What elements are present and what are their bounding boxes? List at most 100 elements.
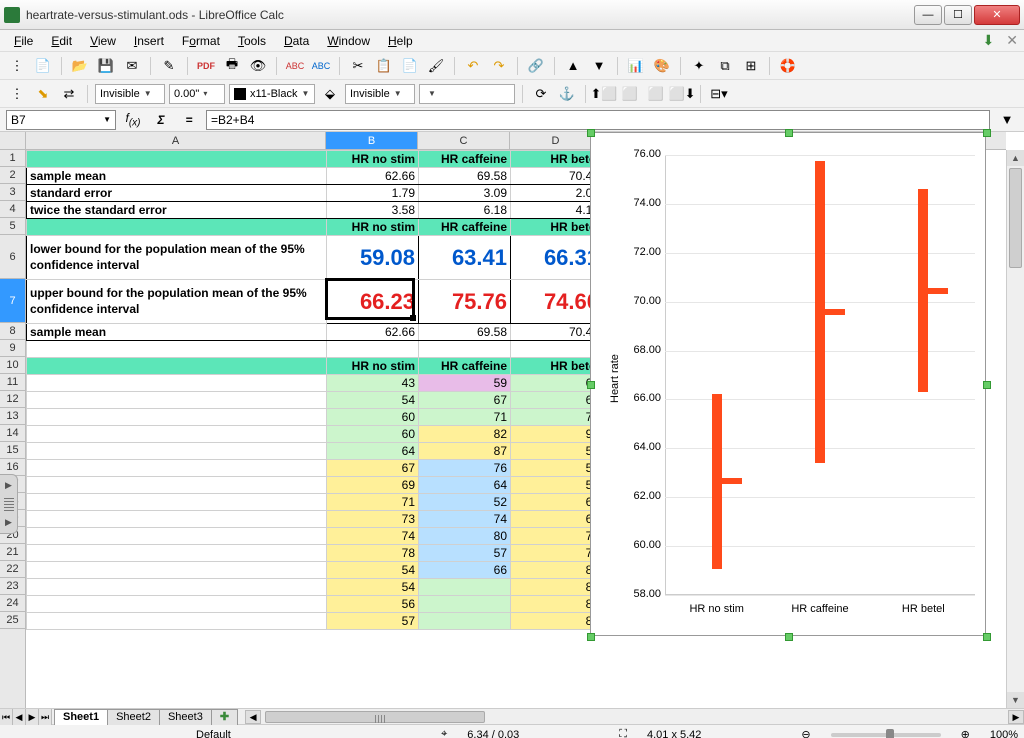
tab-first-button[interactable]: ⏮ [0, 709, 13, 725]
forward-button[interactable]: ⬜ [619, 83, 641, 105]
datasources-button[interactable]: ⊞ [740, 55, 762, 77]
chart-button[interactable]: 📊 [625, 55, 647, 77]
linestyle-combo[interactable]: Invisible▼ [95, 84, 165, 104]
row-header-7[interactable]: 7 [0, 279, 25, 323]
horizontal-scrollbar[interactable]: ◀ ▶ [245, 710, 1024, 724]
linewidth-combo[interactable]: 0.00"▾ [169, 84, 225, 104]
select-all-corner[interactable] [0, 132, 26, 150]
autospell-button[interactable]: ABC [310, 55, 332, 77]
formatpaint-button[interactable]: 🖌 [425, 55, 447, 77]
row-header-22[interactable]: 22 [0, 561, 25, 578]
row-header-15[interactable]: 15 [0, 442, 25, 459]
help-button[interactable]: 🛟 [777, 55, 799, 77]
print-button[interactable]: 🖶 [221, 55, 243, 77]
scroll-down-icon[interactable]: ▼ [1007, 692, 1024, 708]
formula-input[interactable]: =B2+B4 [206, 110, 990, 130]
close-doc-icon[interactable]: ✕ [1006, 32, 1018, 49]
scroll-right-icon[interactable]: ▶ [1008, 710, 1024, 724]
row-header-9[interactable]: 9 [0, 340, 25, 357]
anchor-button[interactable]: ⚓ [556, 83, 578, 105]
maximize-button[interactable]: ☐ [944, 5, 972, 25]
anchor-pt-button[interactable]: ⬊ [32, 83, 54, 105]
row-header-2[interactable]: 2 [0, 167, 25, 184]
menu-tools[interactable]: Tools [230, 32, 274, 50]
row-header-23[interactable]: 23 [0, 578, 25, 595]
sort-desc-button[interactable]: ▼ [588, 55, 610, 77]
styles-button[interactable]: ⧉ [714, 55, 736, 77]
scroll-thumb[interactable] [1009, 168, 1022, 268]
selection-handle[interactable] [587, 381, 595, 389]
menu-help[interactable]: Help [380, 32, 421, 50]
align-button[interactable]: ⊟▾ [708, 83, 730, 105]
menu-window[interactable]: Window [319, 32, 378, 50]
chart-object[interactable]: 58.0060.0062.0064.0066.0068.0070.0072.00… [590, 132, 986, 636]
scroll-up-icon[interactable]: ▲ [1007, 150, 1024, 166]
row-header-1[interactable]: 1 [0, 150, 25, 167]
hyperlink-button[interactable]: 🔗 [525, 55, 547, 77]
selection-handle[interactable] [983, 633, 991, 641]
hscroll-thumb[interactable] [265, 711, 485, 723]
copy-button[interactable]: 📋 [373, 55, 395, 77]
selection-handle[interactable] [587, 129, 595, 137]
tab-prev-button[interactable]: ◀ [13, 709, 26, 725]
row-header-25[interactable]: 25 [0, 612, 25, 629]
menu-edit[interactable]: Edit [43, 32, 80, 50]
selection-handle[interactable] [785, 633, 793, 641]
add-sheet-button[interactable]: ✚ [211, 709, 238, 725]
rotate-button[interactable]: ⟳ [530, 83, 552, 105]
tofront-button[interactable]: ⬆⬜ [593, 83, 615, 105]
fill-button[interactable]: ⬙ [319, 83, 341, 105]
fillstyle-combo[interactable]: Invisible▼ [345, 84, 415, 104]
scroll-left-icon[interactable]: ◀ [245, 710, 261, 724]
open-button[interactable]: 📂 [69, 55, 91, 77]
row-header-6[interactable]: 6 [0, 235, 25, 279]
menu-data[interactable]: Data [276, 32, 317, 50]
fillcolor-combo[interactable]: ▼ [419, 84, 515, 104]
menu-insert[interactable]: Insert [126, 32, 172, 50]
row-header-3[interactable]: 3 [0, 184, 25, 201]
zoom-out-icon[interactable]: ⊖ [801, 728, 810, 738]
row-header-4[interactable]: 4 [0, 201, 25, 218]
update-icon[interactable]: ⬇ [983, 32, 995, 49]
row-header-12[interactable]: 12 [0, 391, 25, 408]
spellcheck-button[interactable]: ABC [284, 55, 306, 77]
menu-view[interactable]: View [82, 32, 124, 50]
selection-handle[interactable] [587, 633, 595, 641]
menu-file[interactable]: File [6, 32, 41, 50]
backward-button[interactable]: ⬜ [645, 83, 667, 105]
zoom-in-icon[interactable]: ⊕ [961, 728, 970, 738]
fx-button[interactable]: f(x) [122, 111, 144, 128]
formula-expand-button[interactable]: ▼ [996, 109, 1018, 131]
sheet-tab-sheet1[interactable]: Sheet1 [54, 709, 108, 725]
menu-format[interactable]: Format [174, 32, 228, 50]
save-button[interactable]: 💾 [95, 55, 117, 77]
col-header-B[interactable]: B [326, 132, 418, 149]
new-button[interactable]: 📄 [32, 55, 54, 77]
close-button[interactable]: ✕ [974, 5, 1020, 25]
tab-next-button[interactable]: ▶ [26, 709, 39, 725]
linecolor-combo[interactable]: x11-Black▼ [229, 84, 315, 104]
col-header-A[interactable]: A [26, 132, 326, 149]
paste-button[interactable]: 📄 [399, 55, 421, 77]
navigator-button[interactable]: ✦ [688, 55, 710, 77]
zoom-slider[interactable] [831, 733, 941, 737]
selection-handle[interactable] [983, 381, 991, 389]
toback-button[interactable]: ⬜⬇ [671, 83, 693, 105]
pdf-button[interactable]: PDF [195, 55, 217, 77]
redo-button[interactable]: ↷ [488, 55, 510, 77]
row-header-8[interactable]: 8 [0, 323, 25, 340]
tab-last-button[interactable]: ⏭ [39, 709, 52, 725]
edit-button[interactable]: ✎ [158, 55, 180, 77]
sum-button[interactable]: Σ [150, 113, 172, 127]
row-header-5[interactable]: 5 [0, 218, 25, 235]
undo-button[interactable]: ↶ [462, 55, 484, 77]
row-header-24[interactable]: 24 [0, 595, 25, 612]
selection-handle[interactable] [785, 129, 793, 137]
row-header-10[interactable]: 10 [0, 357, 25, 374]
preview-button[interactable]: 👁 [247, 55, 269, 77]
sidebar-toggle[interactable]: ▶▶ [0, 474, 18, 534]
vertical-scrollbar[interactable]: ▲ ▼ [1006, 150, 1024, 708]
col-header-C[interactable]: C [418, 132, 510, 149]
sort-asc-button[interactable]: ▲ [562, 55, 584, 77]
selection-handle[interactable] [983, 129, 991, 137]
